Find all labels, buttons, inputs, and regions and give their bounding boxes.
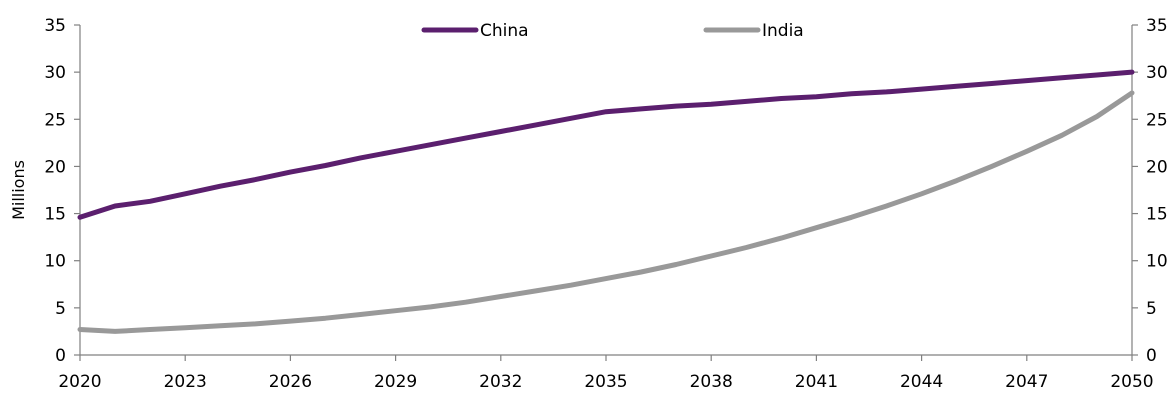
right-y-ticks: 0 5 10 15 20 25 30 35	[1132, 16, 1168, 366]
x-tick-label: 2044	[900, 372, 943, 392]
left-y-tick-label: 25	[44, 110, 66, 130]
y-axis-label: Millions	[9, 160, 28, 220]
right-y-tick-label: 30	[1146, 63, 1168, 83]
x-tick-label: 2035	[584, 372, 627, 392]
right-y-tick-label: 15	[1146, 205, 1168, 225]
x-tick-label: 2047	[1005, 372, 1048, 392]
x-tick-label: 2029	[374, 372, 417, 392]
right-y-tick-label: 25	[1146, 110, 1168, 130]
x-tick-label: 2023	[164, 372, 207, 392]
left-y-tick-label: 30	[44, 63, 66, 83]
left-y-ticks: 0 5 10 15 20 25 30 35	[44, 16, 80, 366]
left-y-tick-label: 35	[44, 16, 66, 36]
legend-label-china: China	[480, 21, 529, 41]
left-y-tick-label: 15	[44, 205, 66, 225]
left-y-tick-label: 5	[55, 299, 66, 319]
x-tick-label: 2026	[269, 372, 312, 392]
legend-label-india: India	[762, 21, 804, 41]
left-y-tick-label: 0	[55, 346, 66, 366]
x-tick-label: 2038	[690, 372, 733, 392]
x-tick-label: 2050	[1110, 372, 1153, 392]
legend: China India	[421, 21, 804, 41]
right-y-tick-label: 20	[1146, 157, 1168, 177]
x-ticks: 2020 2023 2026 2029 2032 2035 2038 2041 2044 2047…	[58, 355, 1154, 392]
right-y-tick-label: 10	[1146, 252, 1168, 272]
x-tick-label: 2041	[795, 372, 838, 392]
series-line-india	[77, 90, 1135, 334]
series-lines	[77, 69, 1135, 334]
series-line-china	[77, 69, 1135, 220]
right-y-tick-label: 35	[1146, 16, 1168, 36]
right-y-tick-label: 5	[1146, 299, 1157, 319]
left-y-tick-label: 20	[44, 157, 66, 177]
axes	[79, 25, 1133, 356]
right-y-tick-label: 0	[1146, 346, 1157, 366]
x-tick-label: 2020	[58, 372, 101, 392]
x-tick-label: 2032	[479, 372, 522, 392]
left-y-tick-label: 10	[44, 252, 66, 272]
